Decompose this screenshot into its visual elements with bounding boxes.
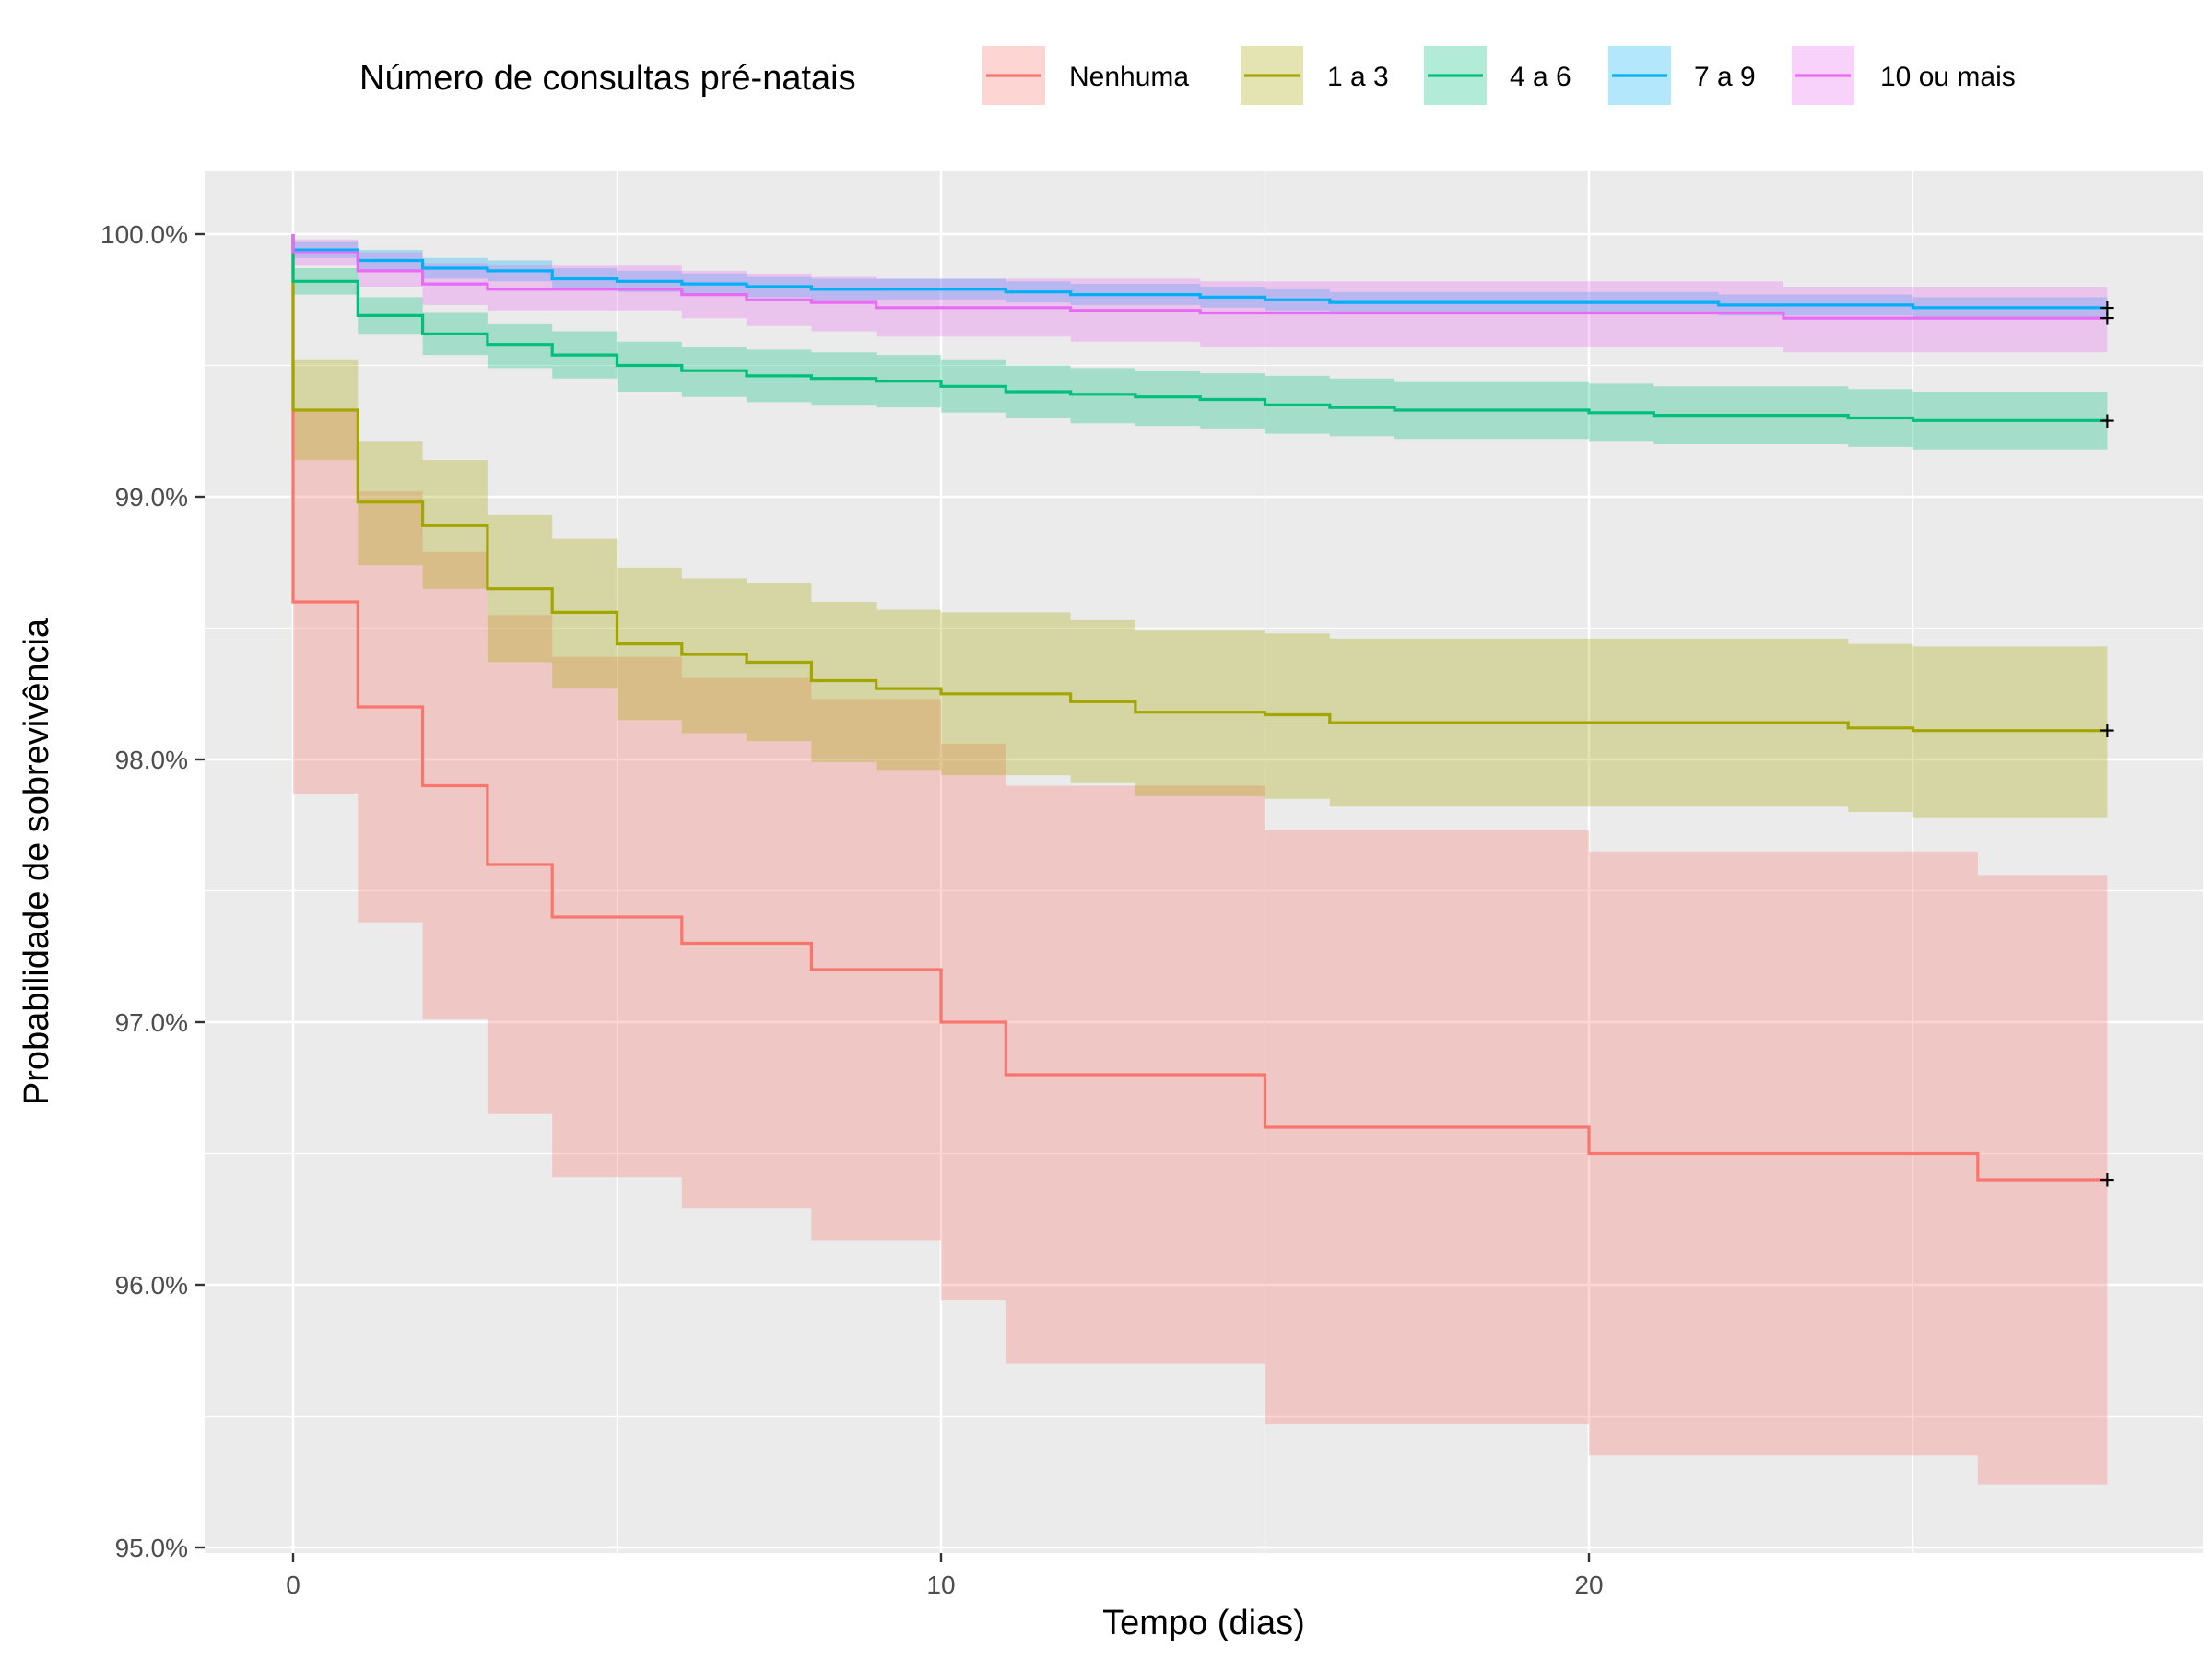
x-tick-label: 20: [1574, 1571, 1603, 1599]
confidence-band-1-a-3: [293, 359, 2108, 818]
grid-lines: [205, 171, 2203, 1553]
y-axis: 95.0% 96.0% 97.0% 98.0% 99.0% 100.0%: [100, 220, 205, 1562]
confidence-band-7-a-9: [293, 241, 2108, 319]
survival-curves: [291, 234, 2108, 1182]
survival-line-nenhuma: [291, 234, 2108, 1182]
survival-line-4-a-6: [291, 234, 2108, 422]
legend-title: Número de consultas pré-natais: [359, 59, 856, 98]
censor-marker: +: [2100, 293, 2116, 324]
y-tick-label: 98.0%: [115, 746, 188, 774]
x-tick-label: 0: [286, 1571, 300, 1599]
x-axis: 0 10 20: [286, 1553, 1604, 1599]
censor-marker: +: [2100, 303, 2116, 334]
y-tick-label: 99.0%: [115, 483, 188, 512]
confidence-band-4-a-6: [293, 268, 2108, 450]
y-axis-title: Probabilidade de sobrevivência: [18, 618, 56, 1105]
confidence-band-nenhuma: [293, 410, 2108, 1485]
x-axis-title: Tempo (dias): [1102, 1604, 1305, 1642]
survival-line-1-a-3: [291, 234, 2108, 733]
survival-line-7-a-9: [291, 234, 2108, 310]
y-tick-label: 100.0%: [100, 220, 188, 249]
legend-label-7-a-9: 7 a 9: [1694, 62, 1756, 92]
legend-label-10-ou-mais: 10 ou mais: [1880, 62, 2016, 92]
y-tick-label: 95.0%: [115, 1534, 188, 1562]
legend-label-1-a-3: 1 a 3: [1327, 62, 1389, 92]
x-tick-label: 10: [926, 1571, 955, 1599]
censor-marker: +: [2100, 406, 2116, 436]
censor-marker: +: [2100, 716, 2116, 747]
y-tick-label: 96.0%: [115, 1271, 188, 1300]
censor-marker: +: [2100, 1165, 2116, 1195]
survival-line-10-ou-mais: [291, 234, 2108, 320]
y-tick-label: 97.0%: [115, 1008, 188, 1037]
legend: Número de consultas pré-natais Nenhuma 1 a…: [359, 46, 2016, 105]
legend-label-nenhuma: Nenhuma: [1069, 62, 1189, 92]
censor-markers: +++++: [2100, 293, 2116, 1195]
legend-label-4-a-6: 4 a 6: [1510, 62, 1571, 92]
